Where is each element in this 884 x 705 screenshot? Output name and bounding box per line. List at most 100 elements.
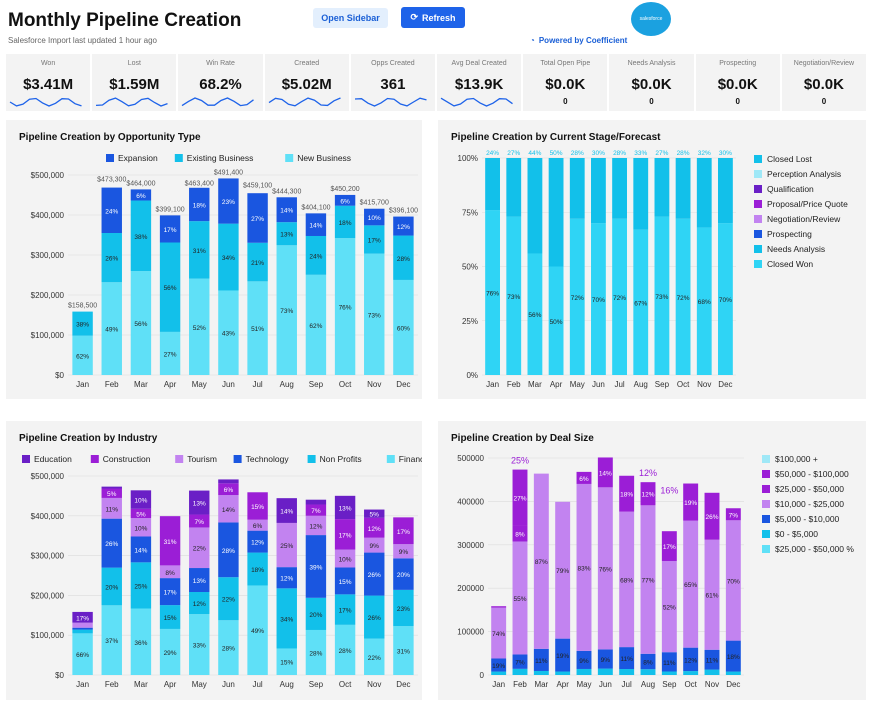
x-tick-label: Jul	[252, 380, 262, 389]
bar-segment	[506, 216, 522, 375]
bar-segment	[364, 509, 385, 518]
bar-segment	[393, 517, 414, 545]
bar-segment	[276, 648, 297, 675]
segment-label: 28%	[222, 548, 235, 555]
industry-panel: Pipeline Creation by Industry $0 $100,000…	[6, 421, 422, 700]
panel-title: Pipeline Creation by Deal Size	[451, 433, 594, 444]
x-tick-label: Feb	[513, 680, 527, 689]
segment-label: 21%	[251, 260, 264, 267]
sparkline	[96, 97, 168, 107]
sparkline-path	[182, 97, 255, 107]
bar-segment	[393, 544, 414, 559]
data-label: $404,100	[301, 204, 330, 211]
x-tick-label: Aug	[280, 680, 294, 689]
data-label: $459,100	[243, 182, 272, 189]
bar-segment	[334, 205, 356, 239]
segment-label: 27%	[164, 351, 177, 358]
bar-segment	[512, 541, 528, 655]
segment-label: 6%	[224, 487, 234, 494]
open-sidebar-button[interactable]: Open Sidebar	[313, 8, 388, 28]
bar-segment	[305, 499, 327, 505]
bar-segment	[491, 607, 507, 659]
legend-label: $100,000 +	[775, 454, 818, 464]
bar-segment	[633, 229, 649, 375]
kpi-label: Won	[40, 60, 56, 67]
powered-by-link[interactable]: ◔ Powered by Coefficient	[530, 36, 628, 45]
segment-label: 17%	[339, 532, 352, 539]
y-tick-label: 25%	[462, 317, 478, 326]
bar-segment	[527, 158, 543, 254]
segment-label: 34%	[280, 616, 293, 623]
data-label: $399,100	[155, 206, 184, 213]
sparkline-path	[9, 97, 82, 107]
y-tick-label: $500,000	[31, 472, 65, 481]
segment-label: 8%	[165, 570, 175, 577]
bar-segment	[159, 578, 181, 606]
legend-swatch	[762, 515, 770, 523]
x-tick-label: Nov	[705, 680, 719, 689]
segment-label: 27%	[507, 150, 520, 157]
segment-label: 73%	[368, 312, 381, 319]
bar-segment	[485, 158, 500, 211]
segment-label: 19%	[684, 500, 697, 507]
kpi-row: Won $3.41M Lost $1.59M Win Rate 68.2% Created $…	[6, 54, 867, 111]
x-tick-label: Apr	[164, 680, 177, 689]
bar-segment	[247, 242, 268, 282]
bar-segment	[189, 278, 210, 375]
bar-segment	[364, 595, 385, 639]
legend-swatch	[754, 200, 762, 208]
segment-label: 49%	[251, 628, 264, 635]
segment-label: 29%	[164, 650, 177, 657]
legend-swatch	[762, 455, 770, 463]
y-tick-label: $0	[55, 671, 64, 680]
x-tick-label: Oct	[339, 680, 352, 689]
x-tick-label: Nov	[697, 380, 711, 389]
segment-label: 33%	[634, 150, 647, 157]
y-tick-label: $400,000	[31, 512, 65, 521]
kpi-value: $5.02M	[281, 76, 332, 93]
legend-label: New Business	[297, 153, 351, 163]
kpi-value: $3.41M	[23, 76, 74, 93]
segment-label: 12%	[280, 576, 293, 583]
segment-label: 14%	[280, 509, 293, 516]
sparkline	[268, 97, 341, 107]
segment-label: 28%	[613, 150, 626, 157]
y-tick-label: $300,000	[31, 552, 65, 561]
bar-segment	[661, 531, 677, 562]
legend-swatch	[22, 455, 30, 463]
x-tick-label: Mar	[534, 680, 548, 689]
bar-segment	[130, 490, 152, 509]
bar-segment	[533, 473, 549, 649]
x-tick-label: Oct	[677, 380, 690, 389]
bar-segment	[597, 668, 613, 675]
data-label: $444,300	[272, 188, 301, 195]
refresh-button[interactable]: ⟳ Refresh	[401, 7, 465, 28]
bar-segment	[247, 530, 268, 553]
legend-swatch	[754, 170, 762, 178]
legend-swatch	[285, 154, 294, 162]
segment-label: 28%	[397, 256, 410, 263]
bar-segment	[101, 497, 122, 519]
x-tick-label: Apr	[550, 380, 563, 389]
bar-segment	[491, 671, 507, 675]
bar-segment	[334, 567, 356, 595]
bar-segment	[683, 483, 699, 521]
kpi-card: Won $3.41M	[6, 54, 91, 111]
legend-swatch	[174, 154, 183, 162]
legend-label: Needs Analysis	[767, 244, 825, 254]
x-tick-label: Dec	[726, 680, 740, 689]
bar-segment	[189, 490, 210, 515]
segment-label: 70%	[592, 297, 605, 304]
sparkline-path	[96, 97, 168, 107]
bar-segment	[619, 475, 635, 512]
bar-segment	[334, 519, 356, 550]
segment-label: 33%	[193, 643, 206, 650]
bar-segment	[218, 290, 239, 375]
x-tick-label: Apr	[164, 380, 177, 389]
x-tick-label: Jun	[599, 680, 612, 689]
segment-label: 8%	[643, 660, 653, 667]
legend-swatch	[762, 470, 770, 478]
data-label: $396,100	[389, 208, 418, 215]
legend-label: Existing Business	[187, 153, 254, 163]
x-tick-label: Jun	[222, 380, 235, 389]
